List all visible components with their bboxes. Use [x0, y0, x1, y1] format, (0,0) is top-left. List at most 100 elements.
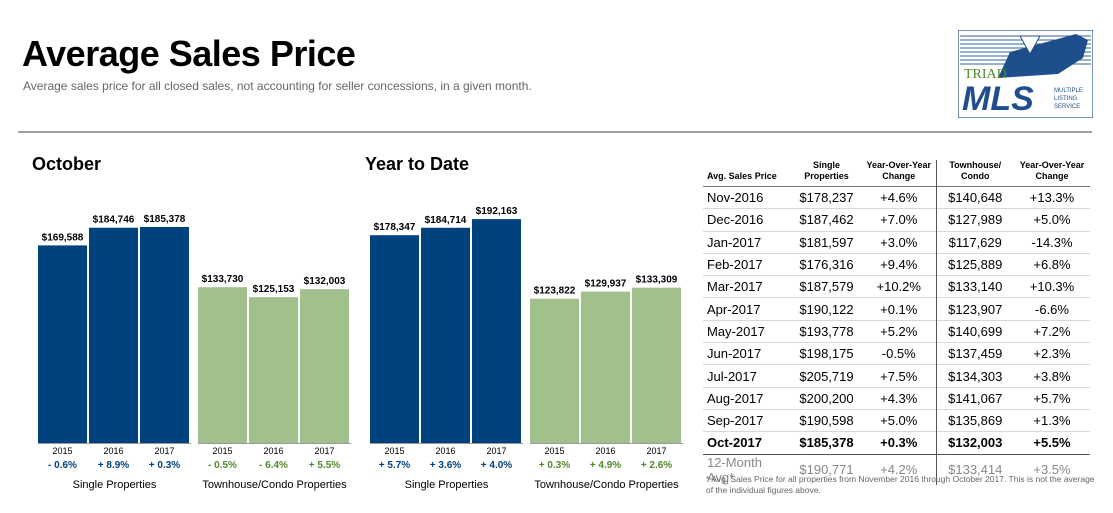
bar-charts: $169,588 2015 - 0.6% $184,746 2016 + 8.9% $185… — [38, 206, 683, 491]
table-row: Feb-2017 $176,316 +9.4% $125,889 +6.8% — [703, 252, 1090, 276]
bar-value-label: $169,588 — [42, 232, 84, 243]
row-label-cell: Jun-2017 — [703, 342, 791, 365]
table-cell: $190,771 — [799, 462, 854, 478]
svg-text:SERVICE: SERVICE — [1054, 104, 1080, 110]
bar — [140, 227, 189, 443]
bar-value-label: $123,822 — [534, 286, 576, 297]
table-cell: +5.5% — [1014, 431, 1090, 455]
table-cell: $127,989 — [935, 208, 1014, 232]
column-header: Single Properties — [804, 160, 849, 181]
table-cell: +3.8% — [1014, 364, 1090, 388]
year-tick-label: 2016 — [103, 446, 123, 456]
svg-text:MULTIPLE: MULTIPLE — [1054, 88, 1083, 94]
yoy-change-label: + 0.3% — [149, 460, 181, 471]
year-tick-label: 2015 — [544, 446, 564, 456]
table-cell: -6.6% — [1014, 297, 1090, 321]
table-cell: +4.2% — [880, 462, 918, 478]
table-header-row: Avg. Sales Price Single Properties Year-Ove… — [703, 160, 1090, 187]
bar — [370, 235, 419, 443]
table-row: Jan-2017 $181,597 +3.0% $117,629 -14.3% — [703, 230, 1090, 254]
yoy-change-label: - 6.4% — [259, 460, 288, 471]
bar-value-label: $132,003 — [304, 276, 346, 287]
table-cell: $125,889 — [935, 252, 1014, 276]
table-cell: $178,237 — [799, 190, 854, 206]
year-tick-label: 2017 — [646, 446, 666, 456]
row-label-cell: Aug-2017 — [703, 386, 791, 410]
group-name-label: Single Properties — [73, 479, 157, 491]
bar-value-label: $133,730 — [202, 274, 244, 285]
row-label-cell: Dec-2016 — [703, 208, 791, 232]
year-tick-label: 2016 — [595, 446, 615, 456]
yoy-change-label: + 5.7% — [379, 460, 411, 471]
table-row: Oct-2017 $185,378 +0.3% $132,003 +5.5% — [703, 431, 1090, 455]
table-cell: -0.5% — [862, 342, 936, 365]
yoy-change-label: + 0.3% — [539, 460, 571, 471]
bar — [530, 298, 579, 443]
state-map-icon — [998, 34, 1088, 78]
table-cell: +5.7% — [1014, 386, 1090, 410]
table-cell: +10.3% — [1014, 275, 1090, 298]
row-label-cell: Apr-2017 — [703, 297, 791, 321]
bar-value-label: $192,163 — [476, 206, 518, 217]
year-tick-label: 2017 — [154, 446, 174, 456]
table-cell: $133,140 — [935, 275, 1014, 298]
table-cell: +3.5% — [1033, 462, 1071, 478]
bar-value-label: $184,746 — [93, 215, 135, 226]
table-row: Jun-2017 $198,175 -0.5% $137,459 +2.3% — [703, 342, 1090, 365]
table-cell: $198,175 — [791, 342, 862, 365]
table-cell: $133,414 — [935, 454, 1014, 485]
row-label-cell: May-2017 — [703, 319, 791, 343]
ytd-chart-title: Year to Date — [365, 154, 470, 174]
table-cell: +4.3% — [862, 386, 936, 410]
svg-text:LISTING: LISTING — [1054, 96, 1078, 102]
row-label-cell: Oct-2017 — [703, 431, 791, 455]
bar — [198, 287, 247, 443]
table-cell: +7.5% — [862, 364, 936, 388]
table-cell: $187,462 — [791, 208, 862, 232]
row-label-cell: Jan-2017 — [703, 230, 791, 254]
bar — [421, 227, 470, 443]
bar-value-label: $178,347 — [374, 222, 416, 233]
table-cell: +4.6% — [880, 190, 918, 206]
bar — [38, 245, 87, 443]
table-cell: $132,003 — [935, 431, 1014, 455]
table-row: Aug-2017 $200,200 +4.3% $141,067 +5.7% — [703, 386, 1090, 410]
yoy-change-label: + 2.6% — [641, 460, 673, 471]
column-header: Townhouse/Condo — [935, 160, 1014, 187]
average-row: 12-Month Avg* $190,771 +4.2% $133,414 +3.5% — [703, 454, 1090, 485]
table-cell: +0.3% — [862, 431, 936, 455]
year-tick-label: 2017 — [486, 446, 506, 456]
table-cell: +0.1% — [862, 297, 936, 321]
row-label-cell: Nov-2016 — [707, 190, 764, 206]
table-cell: $181,597 — [791, 230, 862, 254]
group-name-label: Single Properties — [405, 479, 489, 491]
year-tick-label: 2017 — [314, 446, 334, 456]
group-name-label: Townhouse/Condo Properties — [534, 479, 679, 491]
row-label-cell: Mar-2017 — [703, 275, 791, 298]
table-cell: $123,907 — [935, 297, 1014, 321]
table-cell: +5.0% — [862, 408, 936, 432]
table-cell: $134,303 — [935, 364, 1014, 388]
year-tick-label: 2016 — [435, 446, 455, 456]
table-row: Dec-2016 $187,462 +7.0% $127,989 +5.0% — [703, 208, 1090, 232]
year-tick-label: 2016 — [263, 446, 283, 456]
yoy-change-label: - 0.5% — [208, 460, 237, 471]
column-header: Year-Over-Year Change — [866, 160, 932, 181]
bar — [472, 219, 521, 443]
logo-mls: MLS — [962, 80, 1034, 118]
table-cell: $190,598 — [791, 408, 862, 432]
page-title: Average Sales Price — [22, 33, 356, 74]
row-label-cell: Sep-2017 — [703, 408, 791, 432]
table-row: Sep-2017 $190,598 +5.0% $135,869 +1.3% — [703, 408, 1090, 432]
table-cell: +3.0% — [862, 230, 936, 254]
bar-value-label: $125,153 — [253, 284, 295, 295]
yoy-change-label: + 8.9% — [98, 460, 130, 471]
table-cell: $141,067 — [935, 386, 1014, 410]
table-cell: +5.0% — [1014, 208, 1090, 232]
table-cell: +2.3% — [1014, 342, 1090, 365]
bar-value-label: $129,937 — [585, 279, 627, 290]
table-cell: $187,579 — [791, 275, 862, 298]
table-cell: $140,699 — [935, 319, 1014, 343]
table-cell: $205,719 — [791, 364, 862, 388]
table-row: May-2017 $193,778 +5.2% $140,699 +7.2% — [703, 319, 1090, 343]
